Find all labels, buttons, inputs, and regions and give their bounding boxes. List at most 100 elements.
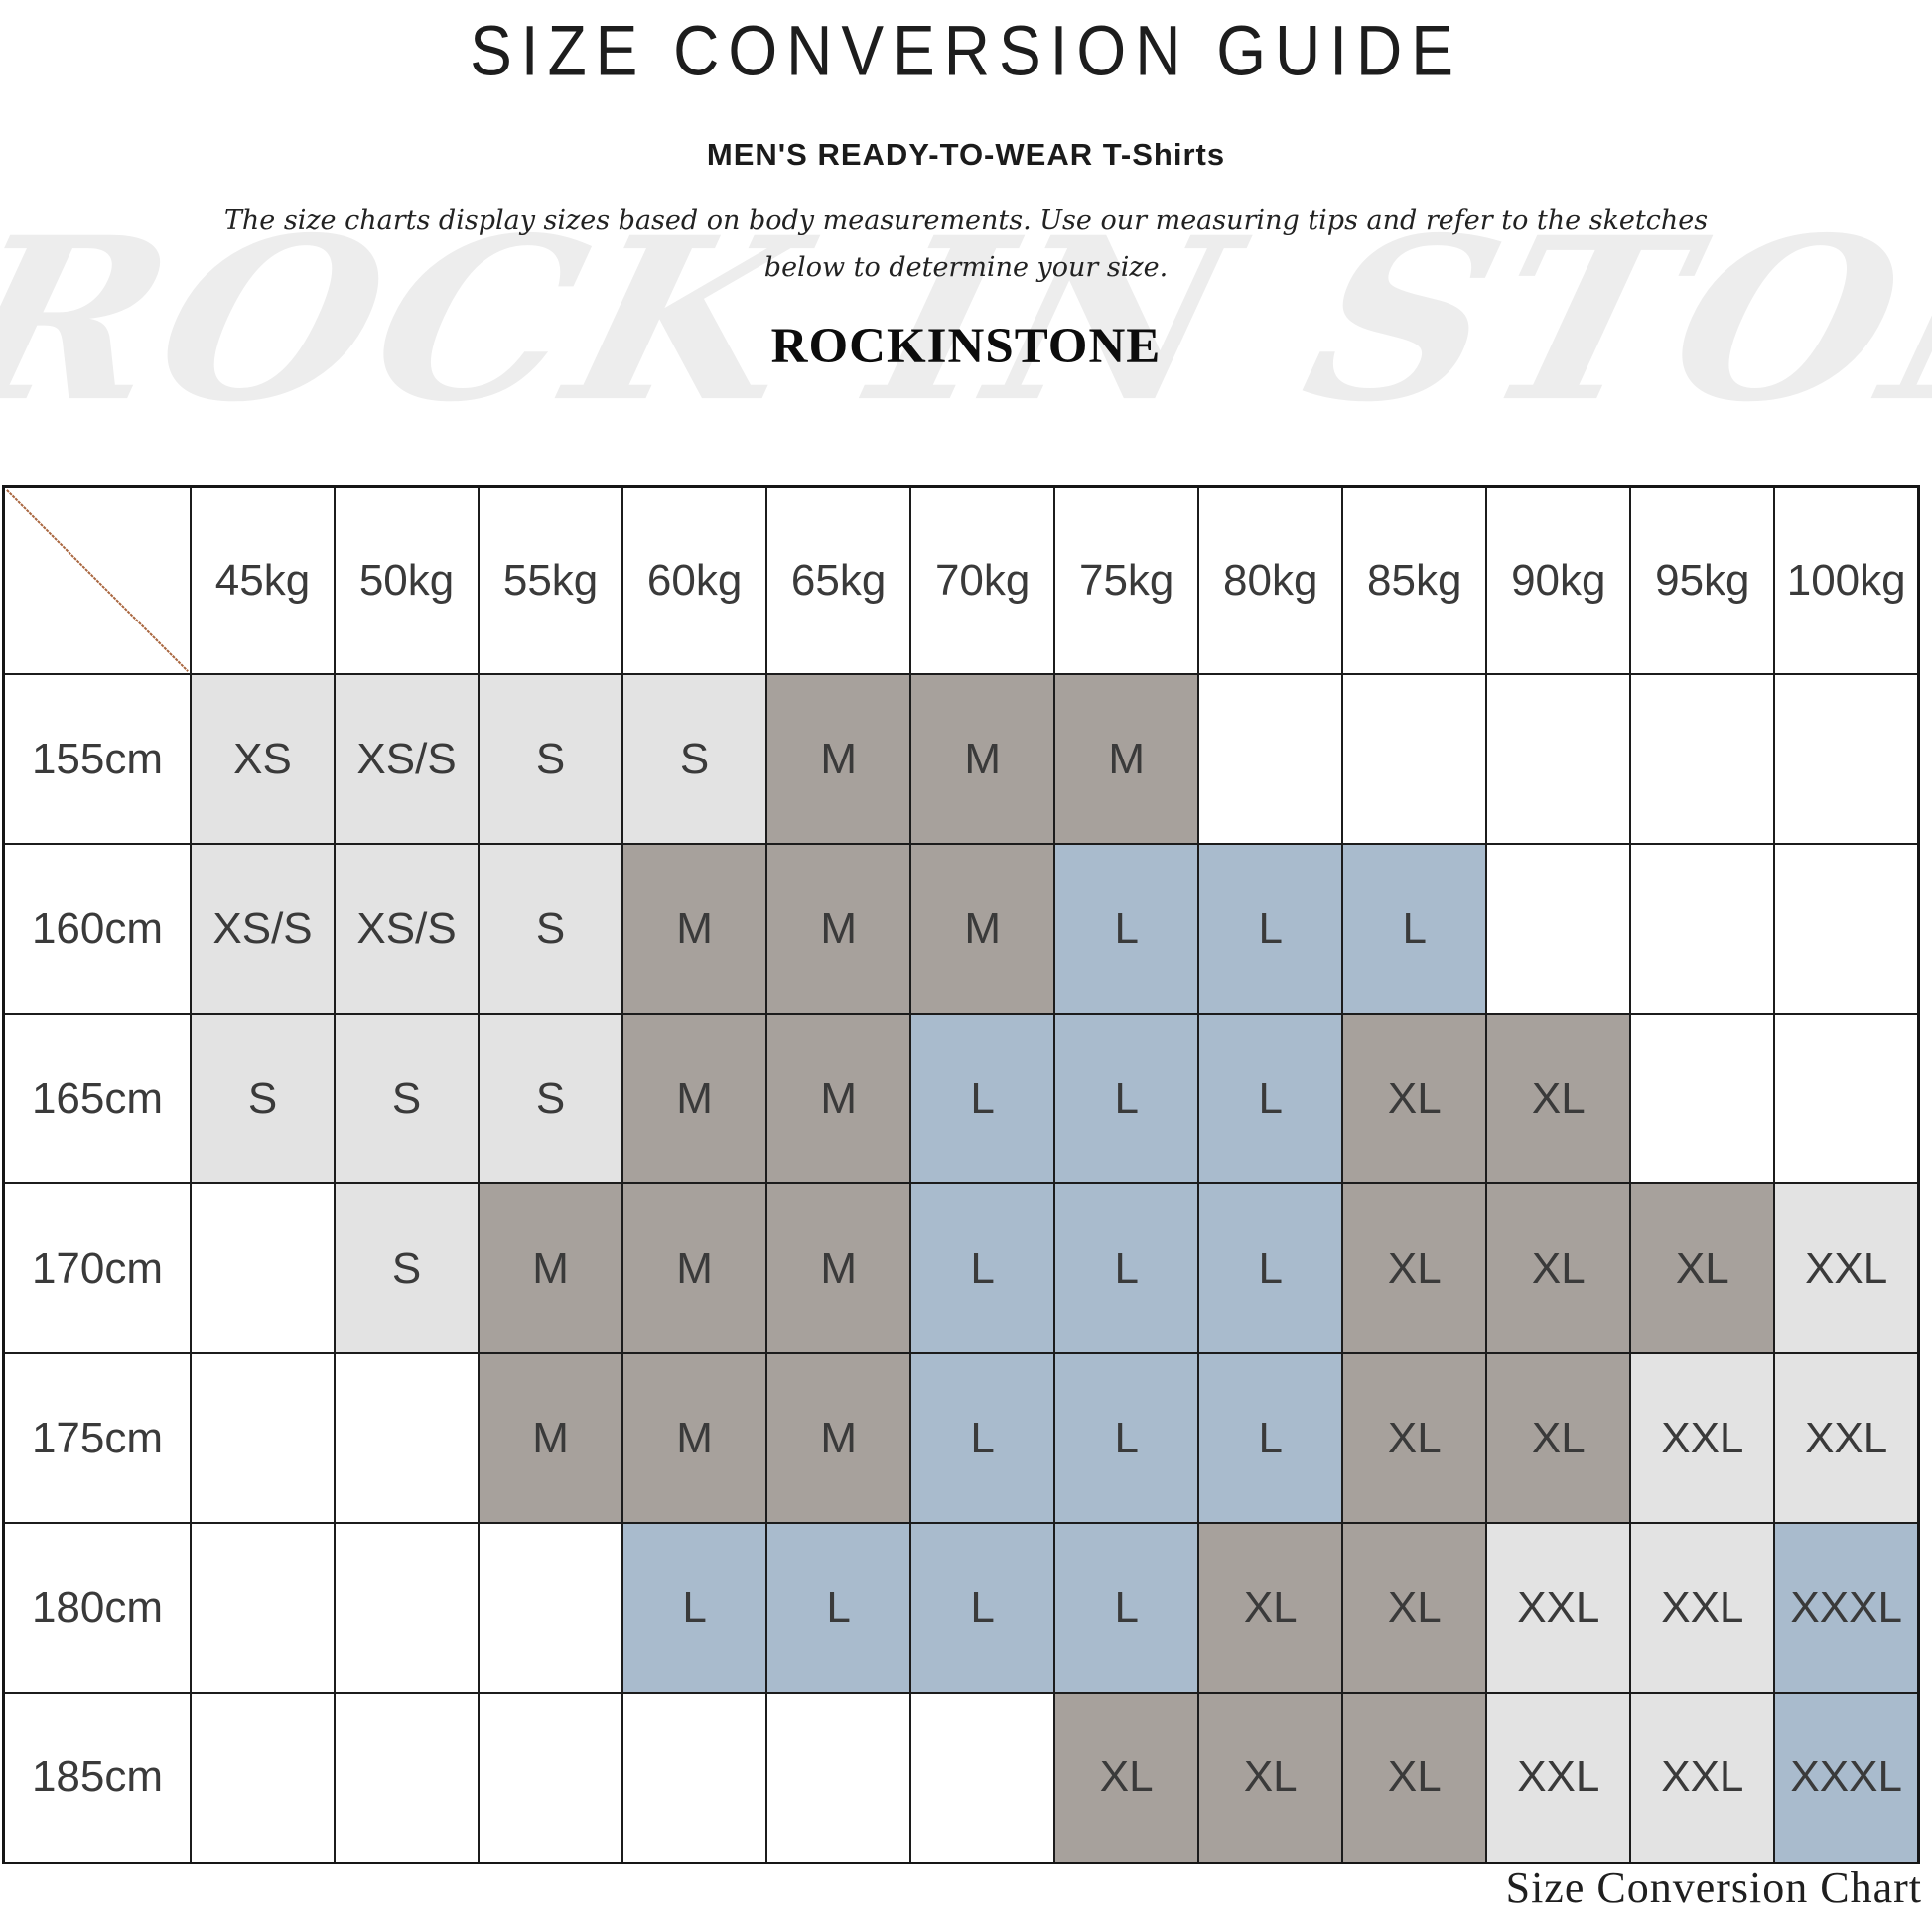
size-cell: XXL [1629, 1522, 1776, 1694]
size-cell: M [909, 673, 1056, 845]
table-row: 160cm XS/S XS/S S M M M L L L [2, 843, 1920, 1015]
table-row: 170cm S M M M L L L XL XL XL XXL [2, 1182, 1920, 1354]
size-cell: L [1197, 1352, 1344, 1524]
size-cell: S [621, 673, 768, 845]
size-cell: M [621, 1352, 768, 1524]
size-cell: XXL [1629, 1352, 1776, 1524]
weight-header: 75kg [1053, 485, 1200, 675]
size-cell: XL [1053, 1692, 1200, 1863]
size-cell: XL [1341, 1522, 1488, 1694]
height-header: 160cm [2, 843, 192, 1015]
size-cell: XS [189, 673, 337, 845]
size-cell: M [765, 1182, 912, 1354]
size-cell: S [478, 1013, 624, 1184]
size-cell: L [1053, 1013, 1200, 1184]
weight-header: 65kg [765, 485, 912, 675]
size-cell [1629, 1013, 1776, 1184]
size-cell: XXL [1773, 1182, 1920, 1354]
size-cell: L [1197, 1013, 1344, 1184]
size-cell [765, 1692, 912, 1863]
size-cell: S [334, 1013, 481, 1184]
weight-header-row: 45kg 50kg 55kg 60kg 65kg 70kg 75kg 80kg 85kg 90kg… [2, 485, 1920, 675]
weight-header: 80kg [1197, 485, 1344, 675]
size-cell [334, 1692, 481, 1863]
weight-header: 90kg [1485, 485, 1632, 675]
size-cell [1485, 673, 1632, 845]
size-cell: M [765, 1013, 912, 1184]
size-cell: M [765, 1352, 912, 1524]
height-header: 180cm [2, 1522, 192, 1694]
table-row: 165cm S S S M M L L L XL XL [2, 1013, 1920, 1184]
size-cell: S [189, 1013, 337, 1184]
table-row: 155cm XS XS/S S S M M M [2, 673, 1920, 845]
size-cell [189, 1182, 337, 1354]
size-cell [909, 1692, 1056, 1863]
size-cell: XL [1485, 1352, 1632, 1524]
height-header: 170cm [2, 1182, 192, 1354]
size-cell: M [909, 843, 1056, 1015]
size-cell [334, 1352, 481, 1524]
size-cell [189, 1522, 337, 1694]
size-cell: M [621, 843, 768, 1015]
weight-header: 55kg [478, 485, 624, 675]
size-cell: L [1053, 1352, 1200, 1524]
size-cell [1773, 673, 1920, 845]
size-cell: L [621, 1522, 768, 1694]
height-header: 185cm [2, 1692, 192, 1863]
size-cell [1629, 843, 1776, 1015]
size-cell [189, 1352, 337, 1524]
size-cell: L [1197, 1182, 1344, 1354]
description-line-2: below to determine your size. [763, 252, 1169, 283]
size-cell [334, 1522, 481, 1694]
page-subtitle: MEN'S READY-TO-WEAR T-Shirts [706, 137, 1226, 172]
size-cell: S [478, 673, 624, 845]
size-cell [1773, 1013, 1920, 1184]
weight-header: 85kg [1341, 485, 1488, 675]
height-header: 155cm [2, 673, 192, 845]
size-cell: M [621, 1013, 768, 1184]
size-cell: L [1341, 843, 1488, 1015]
size-cell: L [909, 1182, 1056, 1354]
size-cell: L [909, 1522, 1056, 1694]
size-cell: XXXL [1773, 1522, 1920, 1694]
size-cell: XL [1197, 1522, 1344, 1694]
table-row: 185cm XL XL XL XXL XXL XXXL [2, 1692, 1920, 1863]
weight-header: 50kg [334, 485, 481, 675]
size-cell: L [1053, 1182, 1200, 1354]
size-cell: XXL [1629, 1692, 1776, 1863]
size-cell: M [765, 673, 912, 845]
weight-header: 60kg [621, 485, 768, 675]
size-cell: M [765, 843, 912, 1015]
size-table-body: 45kg 50kg 55kg 60kg 65kg 70kg 75kg 80kg 85kg 90kg… [2, 485, 1920, 1863]
size-cell: M [1053, 673, 1200, 845]
size-cell: M [478, 1182, 624, 1354]
weight-header: 100kg [1773, 485, 1920, 675]
size-cell: XL [1341, 1182, 1488, 1354]
brand-name: ROCKINSTONE [770, 319, 1162, 374]
corner-cell [2, 485, 192, 675]
size-cell [1485, 843, 1632, 1015]
size-cell: L [909, 1013, 1056, 1184]
size-cell: XS/S [334, 843, 481, 1015]
size-cell: XS/S [334, 673, 481, 845]
size-cell: XL [1197, 1692, 1344, 1863]
weight-header: 70kg [909, 485, 1056, 675]
description-line-1: The size charts display sizes based on b… [223, 206, 1709, 236]
height-header: 165cm [2, 1013, 192, 1184]
size-cell: XXL [1485, 1522, 1632, 1694]
size-cell: S [334, 1182, 481, 1354]
size-cell [1773, 843, 1920, 1015]
height-header: 175cm [2, 1352, 192, 1524]
size-cell: XL [1485, 1013, 1632, 1184]
size-cell: XL [1629, 1182, 1776, 1354]
size-cell [621, 1692, 768, 1863]
size-cell: M [621, 1182, 768, 1354]
size-cell: XXXL [1773, 1692, 1920, 1863]
size-cell: XL [1341, 1692, 1488, 1863]
size-cell: XS/S [189, 843, 337, 1015]
size-cell: L [1197, 843, 1344, 1015]
table-row: 180cm L L L L XL XL XXL XXL XXXL [2, 1522, 1920, 1694]
diagonal-line-icon [5, 488, 190, 673]
size-cell [1197, 673, 1344, 845]
